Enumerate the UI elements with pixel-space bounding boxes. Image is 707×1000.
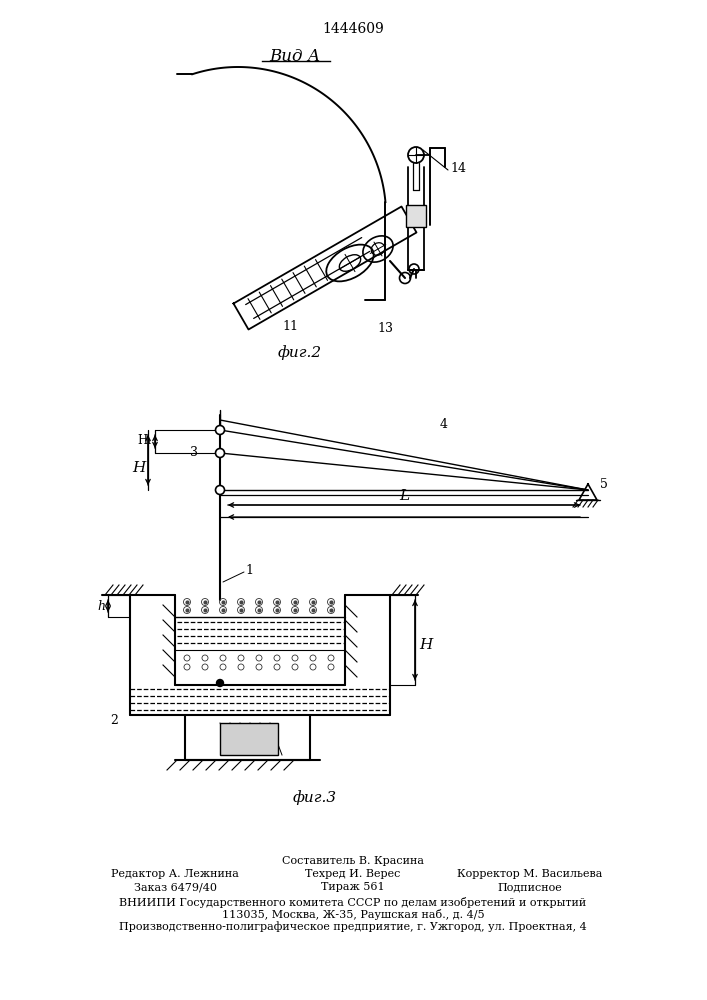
Text: 4: 4 (440, 418, 448, 430)
Text: фиг.2: фиг.2 (278, 345, 322, 360)
Text: фиг.3: фиг.3 (293, 790, 337, 805)
Text: H: H (419, 638, 432, 652)
Text: Производственно-полиграфическое предприятие, г. Ужгород, ул. Проектная, 4: Производственно-полиграфическое предприя… (119, 921, 587, 932)
Text: Тираж 561: Тираж 561 (321, 882, 385, 892)
Text: 3: 3 (190, 446, 198, 460)
Text: 11: 11 (282, 320, 298, 333)
Text: 14: 14 (450, 161, 466, 174)
Text: Корректор М. Васильева: Корректор М. Васильева (457, 869, 602, 879)
Text: Заказ 6479/40: Заказ 6479/40 (134, 882, 216, 892)
Text: 2: 2 (110, 714, 118, 726)
Circle shape (216, 680, 223, 686)
Text: Редактор А. Лежнина: Редактор А. Лежнина (111, 869, 239, 879)
Circle shape (216, 426, 225, 434)
Bar (220, 723, 278, 755)
Text: H: H (132, 461, 145, 475)
Text: 1444609: 1444609 (322, 22, 384, 36)
Text: Подписное: Подписное (498, 882, 562, 892)
Text: H₁: H₁ (137, 434, 152, 448)
Circle shape (216, 448, 225, 458)
Text: 13: 13 (377, 322, 393, 335)
Circle shape (216, 486, 225, 494)
Text: 113035, Москва, Ж-35, Раушская наб., д. 4/5: 113035, Москва, Ж-35, Раушская наб., д. … (222, 909, 484, 920)
Text: 1: 1 (245, 564, 253, 576)
Text: Техред И. Верес: Техред И. Верес (305, 869, 401, 879)
Text: ВНИИПИ Государственного комитета СССР по делам изобретений и открытий: ВНИИПИ Государственного комитета СССР по… (119, 897, 587, 908)
Bar (406, 205, 426, 227)
Text: L: L (399, 489, 409, 503)
Text: h: h (97, 599, 105, 612)
Text: 5: 5 (600, 479, 608, 491)
Text: Вид А: Вид А (269, 48, 321, 65)
Text: Составитель В. Красина: Составитель В. Красина (282, 856, 424, 866)
